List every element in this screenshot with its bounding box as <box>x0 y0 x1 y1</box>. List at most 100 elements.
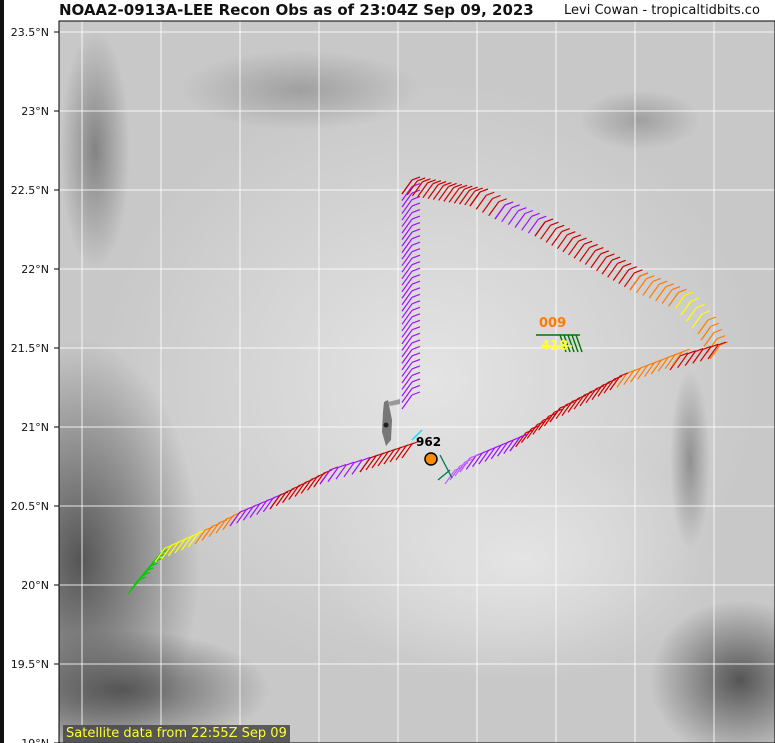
wind-barb <box>469 191 481 207</box>
wind-barb-flag <box>589 388 599 393</box>
wind-barb <box>371 453 383 469</box>
dropsonde-label-bottom: 418 <box>541 339 568 354</box>
wind-barb-flag <box>595 385 605 390</box>
wind-barb <box>686 307 697 322</box>
wind-barb <box>167 541 179 557</box>
wind-barb <box>509 436 521 452</box>
wind-barb <box>401 244 413 260</box>
wind-barb <box>668 291 680 307</box>
wind-barb <box>671 351 683 367</box>
wind-barb-flag <box>411 261 421 266</box>
wind-barb-flag <box>524 209 534 215</box>
wind-barb <box>401 264 413 280</box>
wind-barb <box>401 225 413 240</box>
wind-barb <box>464 190 476 206</box>
wind-barb-flag <box>337 464 347 469</box>
wind-barb <box>432 185 444 200</box>
wind-barb-flag <box>411 326 421 331</box>
wind-barb-flag <box>492 194 501 200</box>
wind-barb <box>443 187 455 202</box>
wind-barb <box>401 368 413 384</box>
wind-barb-flag <box>690 297 699 302</box>
wind-barb-flag <box>469 186 478 191</box>
wind-barb <box>438 186 450 201</box>
wind-barb <box>395 445 407 461</box>
wind-barb-flag <box>411 313 421 318</box>
wind-barb-flag <box>647 361 656 366</box>
map-title: NOAA2-0913A-LEE Recon Obs as of 23:04Z S… <box>59 1 534 19</box>
wind-barb <box>674 294 686 310</box>
wind-barb-flag <box>411 293 421 298</box>
wind-barb-flag <box>448 182 457 188</box>
wind-barb <box>401 342 413 358</box>
wind-barb-flag <box>681 348 691 353</box>
wind-barb <box>503 439 515 454</box>
wind-barb-flag <box>511 204 520 209</box>
wind-barb-flag <box>411 365 421 370</box>
wind-barb-flag <box>674 351 684 356</box>
wind-barb-flag <box>567 231 576 236</box>
wind-barb-flag <box>464 185 473 190</box>
wind-barb <box>269 494 281 510</box>
wind-barb <box>616 372 628 388</box>
wind-barb-flag <box>613 375 623 380</box>
wind-barb-flag <box>286 488 295 493</box>
wind-barb <box>635 278 647 294</box>
wind-barb-flag <box>454 466 464 471</box>
wind-barb-flag <box>353 459 363 464</box>
wind-barb <box>521 215 533 231</box>
wind-barb-flag <box>411 195 421 201</box>
wind-barb-flag <box>531 425 540 430</box>
wind-barb <box>573 394 585 410</box>
wind-barb-flag <box>561 227 570 233</box>
wind-barb-flag <box>432 180 442 185</box>
wind-barb <box>401 322 413 338</box>
wind-barb-flag <box>411 280 421 285</box>
wind-barb-flag <box>668 353 677 358</box>
wind-barb <box>401 388 413 403</box>
lat-tick-label: 19°N <box>21 737 49 743</box>
wind-barb <box>411 429 423 441</box>
wind-barb-flag <box>411 228 421 233</box>
wind-barb <box>401 394 413 410</box>
storm-center-icon <box>424 452 438 466</box>
wind-barb-flag <box>411 215 421 220</box>
wind-barb-flag <box>459 462 469 467</box>
wind-barb <box>490 444 502 460</box>
satellite-timestamp: Satellite data from 22:55Z Sep 09 <box>63 725 290 743</box>
wind-barb-flag <box>498 198 507 203</box>
wind-barb-flag <box>422 178 431 183</box>
credit-text: Levi Cowan - tropicaltidbits.co <box>564 3 760 18</box>
wind-barb-flag <box>437 181 447 186</box>
wind-barb-flag <box>525 429 534 434</box>
wind-barb <box>161 544 173 560</box>
wind-barb <box>417 182 429 198</box>
wind-barb <box>401 375 413 390</box>
wind-barb <box>478 449 490 465</box>
dropsonde-barb <box>567 334 575 353</box>
wind-barb <box>514 213 526 228</box>
wind-barb-flag <box>453 183 463 188</box>
wind-barb <box>567 398 579 413</box>
wind-barb <box>648 283 660 299</box>
lat-tick-label: 23°N <box>21 105 49 118</box>
wind-barb <box>401 336 413 351</box>
wind-barb <box>401 179 413 195</box>
wind-barb <box>262 497 274 513</box>
wind-barb-flag <box>411 176 421 181</box>
wind-barb-flag <box>411 241 421 246</box>
wind-barb <box>579 391 591 407</box>
wind-barb-flag <box>486 191 495 196</box>
flight-observations <box>127 176 729 595</box>
wind-barb <box>527 218 539 234</box>
wind-barb <box>389 447 401 463</box>
wind-barb-flag <box>555 224 565 229</box>
wind-barb-flag <box>411 274 421 279</box>
dropsonde-barb <box>571 334 579 353</box>
wind-barb <box>439 454 453 479</box>
wind-barb-flag <box>417 177 426 182</box>
lat-tick-label: 20°N <box>21 579 49 592</box>
wind-barb <box>181 535 193 551</box>
wind-barb <box>282 488 293 504</box>
